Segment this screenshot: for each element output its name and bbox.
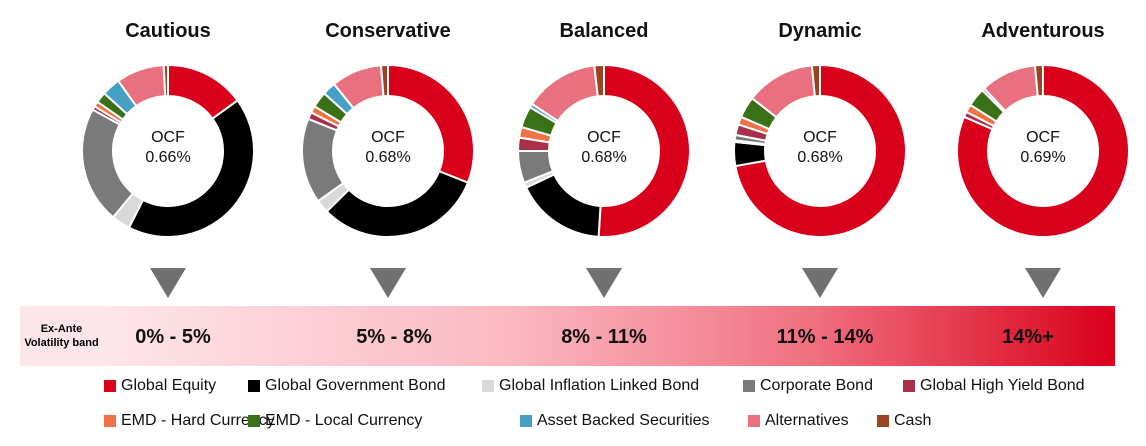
ocf-label: OCF 0.66% (108, 128, 228, 168)
legend-swatch (248, 380, 260, 392)
ocf-title: OCF (1026, 129, 1060, 146)
legend-swatch (877, 415, 889, 427)
legend-label: EMD - Hard Currency (121, 412, 275, 429)
legend-swatch (104, 415, 116, 427)
chart-title: Balanced (559, 20, 649, 42)
slice-global-government-bond (127, 99, 255, 238)
slice-cash (162, 63, 169, 98)
chart-title: Cautious (125, 20, 211, 42)
ocf-value: 0.69% (1020, 149, 1066, 166)
legend-swatch (104, 380, 116, 392)
down-arrow-icon (586, 268, 622, 298)
ocf-title: OCF (151, 129, 185, 146)
legend-item: EMD - Hard Currency (104, 412, 275, 430)
legend-item: Asset Backed Securities (520, 412, 710, 430)
volatility-band-value: 11% - 14% (776, 326, 874, 348)
ocf-value: 0.68% (797, 149, 843, 166)
legend-item: Global Government Bond (248, 377, 446, 395)
legend-item: Global High Yield Bond (903, 377, 1085, 395)
slice-global-equity (597, 63, 691, 238)
legend-swatch (743, 380, 755, 392)
ocf-title: OCF (803, 129, 837, 146)
chart-title: Adventurous (981, 20, 1105, 42)
ocf-label: OCF 0.68% (328, 128, 448, 168)
slice-cash (810, 63, 821, 98)
down-arrow-icon (150, 268, 186, 298)
slice-global-equity (956, 63, 1130, 238)
legend-item: Global Inflation Linked Bond (482, 377, 699, 395)
legend-label: Global High Yield Bond (920, 377, 1085, 394)
ocf-value: 0.66% (145, 149, 191, 166)
legend-label: Corporate Bond (760, 377, 873, 394)
volatility-band-label: Ex-Ante Volatility band (20, 306, 103, 366)
slice-global-government-bond (325, 169, 470, 238)
legend-label: Global Equity (121, 377, 217, 394)
legend-item: Alternatives (748, 412, 849, 430)
slice-cash (379, 63, 389, 98)
legend-label: Asset Backed Securities (537, 412, 710, 429)
volatility-band-value: 8% - 11% (561, 326, 647, 348)
ocf-value: 0.68% (365, 149, 411, 166)
slice-global-government-bond (524, 173, 602, 238)
chart-title: Conservative (325, 20, 451, 42)
legend-label: Global Government Bond (265, 377, 446, 394)
legend-label: Alternatives (765, 412, 849, 429)
volatility-band-value: 0% - 5% (135, 326, 211, 348)
volatility-band-value: 5% - 8% (356, 326, 432, 348)
ocf-label: OCF 0.69% (983, 128, 1103, 168)
volatility-band-value: 14%+ (1002, 326, 1054, 348)
legend-swatch (482, 380, 494, 392)
down-arrow-icon (370, 268, 406, 298)
slice-cash (593, 63, 605, 98)
legend-label: Cash (894, 412, 932, 429)
ocf-label: OCF 0.68% (544, 128, 664, 168)
legend-label: Global Inflation Linked Bond (499, 377, 700, 394)
donut-charts (81, 63, 1130, 238)
down-arrow-icon (802, 268, 838, 298)
legend-swatch (520, 415, 532, 427)
ocf-title: OCF (587, 129, 621, 146)
ocf-label: OCF 0.68% (760, 128, 880, 168)
slice-global-equity (734, 63, 907, 238)
legend-item: EMD - Local Currency (248, 412, 422, 430)
legend-swatch (748, 415, 760, 427)
legend-swatch (248, 415, 260, 427)
legend-label: EMD - Local Currency (265, 412, 423, 429)
legend-item: Global Equity (104, 377, 216, 395)
ocf-title: OCF (371, 129, 405, 146)
legend-item: Cash (877, 412, 931, 430)
ocf-value: 0.68% (581, 149, 627, 166)
slice-cash (1033, 63, 1044, 98)
chart-title: Dynamic (778, 20, 862, 42)
volatility-band-gradient (103, 306, 1115, 366)
legend-swatch (903, 380, 915, 392)
legend-item: Corporate Bond (743, 377, 873, 395)
down-arrow-icon (1025, 268, 1061, 298)
